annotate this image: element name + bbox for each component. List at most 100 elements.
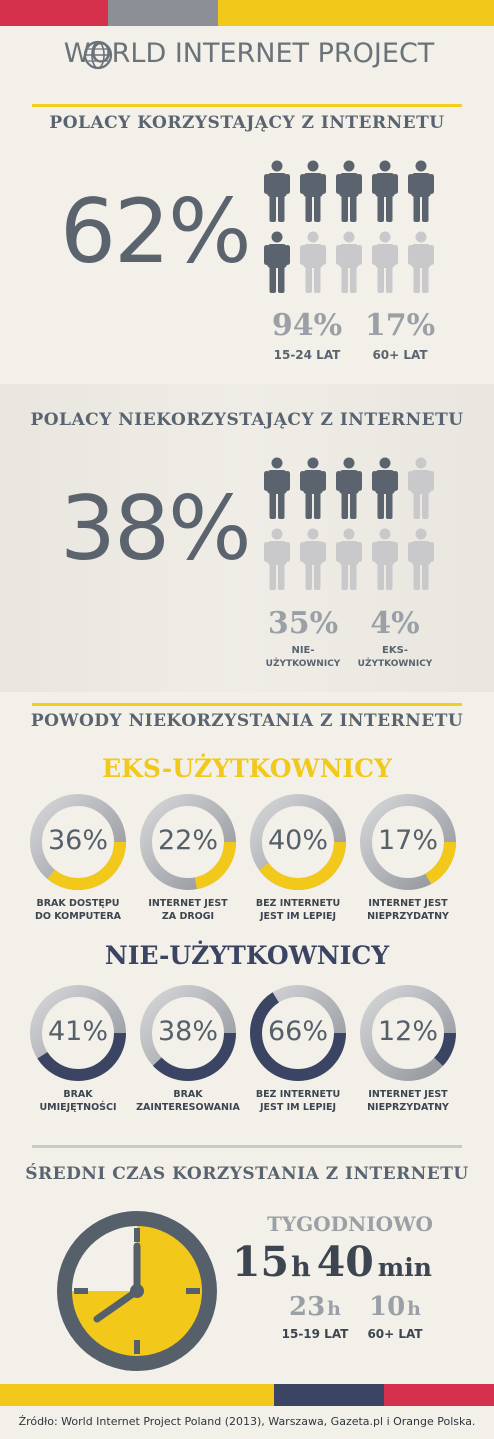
weekly-h-unit: h bbox=[291, 1252, 311, 1283]
ex-user-donut-percent: 36% bbox=[47, 825, 108, 856]
person-empty-icon bbox=[372, 231, 398, 293]
senior-hours: 10 bbox=[368, 1292, 406, 1322]
teen-h-unit: h bbox=[327, 1298, 341, 1320]
header-title-wrap: WORLD INTERNET PROJECT bbox=[0, 38, 494, 70]
nonusers-stat-non-label2: UŻYTKOWNICY bbox=[265, 659, 341, 669]
ex-user-caption-line1: BEZ INTERNETU bbox=[255, 898, 341, 909]
users-stat-young-label: 15-24 LAT bbox=[273, 348, 341, 362]
non-user-donut-caption: BRAK ZAINTERESOWANIA bbox=[133, 1088, 243, 1114]
users-person-icons bbox=[264, 160, 444, 300]
non-user-donut-caption: INTERNET JEST NIEPRZYDATNY bbox=[353, 1088, 463, 1114]
non-user-donut-percent: 66% bbox=[267, 1016, 328, 1047]
person-filled-icon bbox=[336, 160, 362, 222]
bottom-stripe-navy bbox=[274, 1384, 384, 1406]
top-stripe-red bbox=[0, 0, 108, 26]
weekly-time: 15h 40 min bbox=[232, 1238, 472, 1286]
non-user-caption-line1: INTERNET JEST bbox=[368, 1089, 448, 1100]
ex-user-caption-line2: JEST IM LEPIEJ bbox=[259, 911, 336, 922]
person-empty-icon bbox=[408, 528, 434, 590]
teen-hours: 23 bbox=[288, 1292, 326, 1322]
nonusers-person-icons bbox=[264, 457, 444, 597]
ex-user-donut-percent: 17% bbox=[377, 825, 438, 856]
users-heading: POLACY KORZYSTAJĄCY Z INTERNETU bbox=[49, 113, 445, 133]
bottom-stripe-yellow bbox=[0, 1384, 274, 1406]
non-user-caption-line1: BRAK bbox=[173, 1089, 203, 1100]
senior-h-unit: h bbox=[407, 1298, 421, 1320]
users-stat-senior-label: 60+ LAT bbox=[372, 348, 428, 362]
non-user-caption-line1: BEZ INTERNETU bbox=[255, 1089, 341, 1100]
person-filled-icon bbox=[264, 231, 290, 293]
person-filled-icon bbox=[264, 457, 290, 519]
person-empty-icon bbox=[408, 457, 434, 519]
nonusers-stat-ex-value: 4% bbox=[370, 606, 420, 641]
weekly-hours: 15 bbox=[232, 1238, 290, 1286]
non-user-caption-line2: ZAINTERESOWANIA bbox=[136, 1102, 240, 1113]
non-user-caption-line2: UMIEJĘTNOŚCI bbox=[39, 1102, 117, 1113]
person-empty-icon bbox=[372, 528, 398, 590]
nonusers-heading: POLACY NIEKORZYSTAJĄCY Z INTERNETU bbox=[30, 410, 464, 430]
nonusers-panel bbox=[0, 384, 494, 692]
non-user-donut-percent: 41% bbox=[47, 1016, 108, 1047]
weekly-minutes: 40 bbox=[316, 1238, 374, 1286]
person-empty-icon bbox=[408, 231, 434, 293]
ex-user-donut-caption: INTERNET JEST ZA DROGI bbox=[133, 897, 243, 923]
reasons-heading: POWODY NIEKORZYSTANIA Z INTERNETU bbox=[30, 711, 464, 731]
non-user-donut: 12% bbox=[358, 983, 458, 1083]
non-user-caption-line2: NIEPRZYDATNY bbox=[367, 1102, 449, 1113]
source-note: Źródło: World Internet Project Poland (2… bbox=[18, 1415, 476, 1428]
ex-user-donut: 22% bbox=[138, 792, 238, 892]
teen-label: 15-19 LAT bbox=[281, 1327, 349, 1341]
person-filled-icon bbox=[264, 160, 290, 222]
bottom-stripe-red bbox=[384, 1384, 494, 1406]
non-user-donut: 41% bbox=[28, 983, 128, 1083]
page-title: WORLD INTERNET PROJECT bbox=[63, 38, 435, 69]
weekly-label: TYGODNIOWO bbox=[267, 1212, 433, 1236]
non-user-donut: 38% bbox=[138, 983, 238, 1083]
person-empty-icon bbox=[264, 528, 290, 590]
non-user-caption-line1: BRAK bbox=[63, 1089, 93, 1100]
nonusers-stat-non-value: 35% bbox=[267, 606, 339, 641]
person-filled-icon bbox=[372, 457, 398, 519]
person-empty-icon bbox=[300, 231, 326, 293]
ex-user-caption-line2: DO KOMPUTERA bbox=[34, 911, 122, 922]
non-user-donut-caption: BEZ INTERNETU JEST IM LEPIEJ bbox=[243, 1088, 353, 1114]
users-percent: 62% bbox=[60, 180, 252, 283]
ex-user-caption-line2: NIEPRZYDATNY bbox=[367, 911, 449, 922]
teen-time: 23 h bbox=[270, 1292, 360, 1322]
ex-user-caption-line1: INTERNET JEST bbox=[368, 898, 448, 909]
non-users-heading: NIE-UŻYTKOWNICY bbox=[104, 941, 390, 970]
top-stripe-yellow bbox=[218, 0, 494, 26]
ex-user-donut: 17% bbox=[358, 792, 458, 892]
person-empty-icon bbox=[336, 528, 362, 590]
person-empty-icon bbox=[300, 528, 326, 590]
non-user-donut-percent: 38% bbox=[157, 1016, 218, 1047]
person-filled-icon bbox=[300, 457, 326, 519]
ex-user-donut-caption: BRAK DOSTĘPU DO KOMPUTERA bbox=[23, 897, 133, 923]
person-filled-icon bbox=[372, 160, 398, 222]
ex-user-donut-caption: INTERNET JEST NIEPRZYDATNY bbox=[353, 897, 463, 923]
nonusers-stat-ex-label1: EKS- bbox=[382, 645, 408, 656]
nonusers-stat-ex-label2: UŻYTKOWNICY bbox=[357, 659, 433, 669]
nonusers-percent: 38% bbox=[60, 477, 252, 580]
world-globe-icon bbox=[83, 40, 113, 74]
ex-users-heading: EKS-UŻYTKOWNICY bbox=[102, 754, 392, 783]
divider bbox=[32, 703, 462, 706]
weekly-min-unit: min bbox=[377, 1253, 432, 1282]
users-stat-young-value: 94% bbox=[271, 308, 343, 343]
non-user-donut-percent: 12% bbox=[377, 1016, 438, 1047]
ex-user-donut-percent: 40% bbox=[267, 825, 328, 856]
senior-label: 60+ LAT bbox=[367, 1327, 423, 1341]
ex-user-caption-line2: ZA DROGI bbox=[161, 911, 215, 922]
ex-user-donut-caption: BEZ INTERNETU JEST IM LEPIEJ bbox=[243, 897, 353, 923]
nonusers-stat-non-label1: NIE- bbox=[291, 645, 315, 656]
ex-user-donut-percent: 22% bbox=[157, 825, 218, 856]
ex-user-caption-line1: INTERNET JEST bbox=[148, 898, 228, 909]
clock-icon bbox=[52, 1206, 222, 1380]
ex-user-donut: 40% bbox=[248, 792, 348, 892]
top-stripe-gray bbox=[108, 0, 218, 26]
person-filled-icon bbox=[408, 160, 434, 222]
time-heading: ŚREDNI CZAS KORZYSTANIA Z INTERNETU bbox=[25, 1164, 469, 1184]
senior-time: 10 h bbox=[350, 1292, 440, 1322]
ex-user-donut: 36% bbox=[28, 792, 128, 892]
